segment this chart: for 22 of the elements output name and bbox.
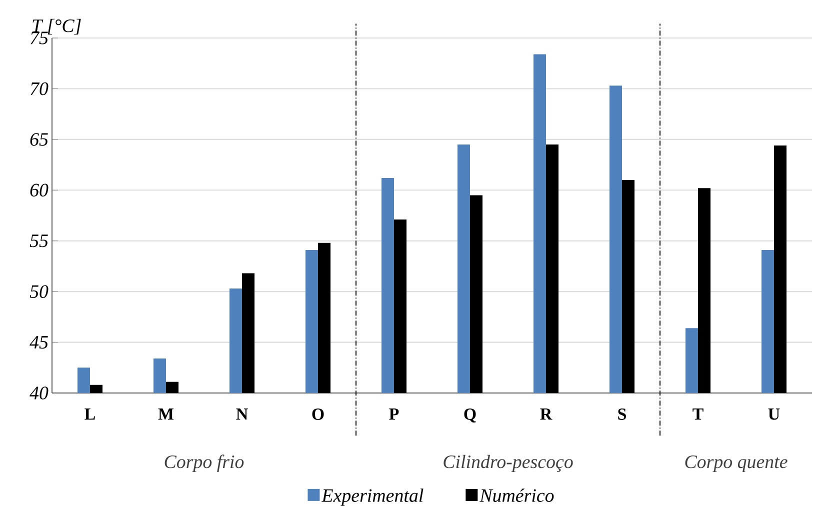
y-tick-label: 45 xyxy=(30,336,48,348)
legend-label: Experimental xyxy=(321,488,424,506)
x-tick-label: S xyxy=(618,408,626,420)
text: Corpo frio xyxy=(164,454,244,472)
y-tick-label: 50 xyxy=(30,285,48,298)
x-tick-label: T xyxy=(692,408,704,420)
x-tick-label: L xyxy=(84,408,95,420)
text: Cilindro-pescoço xyxy=(444,454,573,472)
x-tick-label: R xyxy=(540,408,552,420)
x-tick-label: N xyxy=(236,408,248,420)
y-tick-label: 70 xyxy=(30,82,48,95)
x-tick-label: U xyxy=(768,408,780,420)
x-tick-label: P xyxy=(389,408,399,420)
y-tick-label: 60 xyxy=(30,184,48,196)
x-tick-label: Q xyxy=(464,408,476,422)
legend-label: Numérico xyxy=(480,488,554,502)
y-tick-label: 55 xyxy=(30,234,48,248)
y-tick-label: 65 xyxy=(30,132,48,146)
x-tick-label: M xyxy=(158,408,174,420)
text: Corpo quente xyxy=(685,455,788,472)
x-tick-label: O xyxy=(312,408,324,420)
y-tick-label: 40 xyxy=(30,386,48,400)
